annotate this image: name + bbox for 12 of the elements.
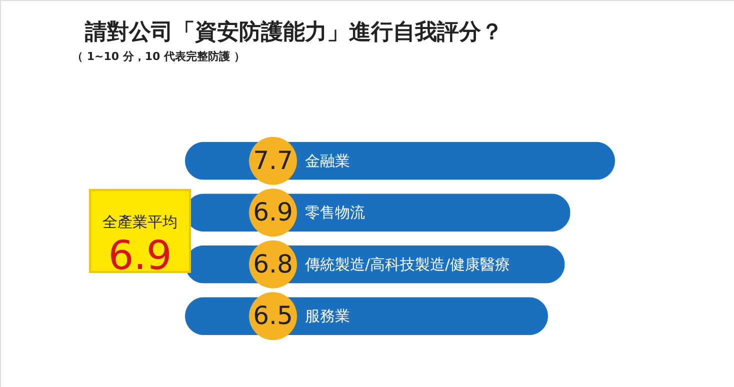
chart-subtitle: （ 1~10 分，10 代表完整防護 ） (72, 50, 245, 63)
text: 全產業平均 (102, 213, 178, 231)
chart-title: 請對公司「資安防護能力」進行自我評分？ (84, 19, 503, 45)
data-label: 6.5 (253, 301, 293, 330)
data-label: 7.7 (253, 146, 293, 175)
data-label: 6.9 (253, 198, 293, 227)
y-tick-label: 零售物流 (305, 204, 365, 222)
data-label: 6.8 (253, 249, 293, 278)
y-tick-label: 傳統製造/高科技製造/健康醫療 (304, 255, 510, 274)
y-tick-label: 服務業 (305, 307, 350, 326)
y-tick-label: 金融業 (305, 152, 350, 170)
text: 6.9 (108, 233, 172, 279)
